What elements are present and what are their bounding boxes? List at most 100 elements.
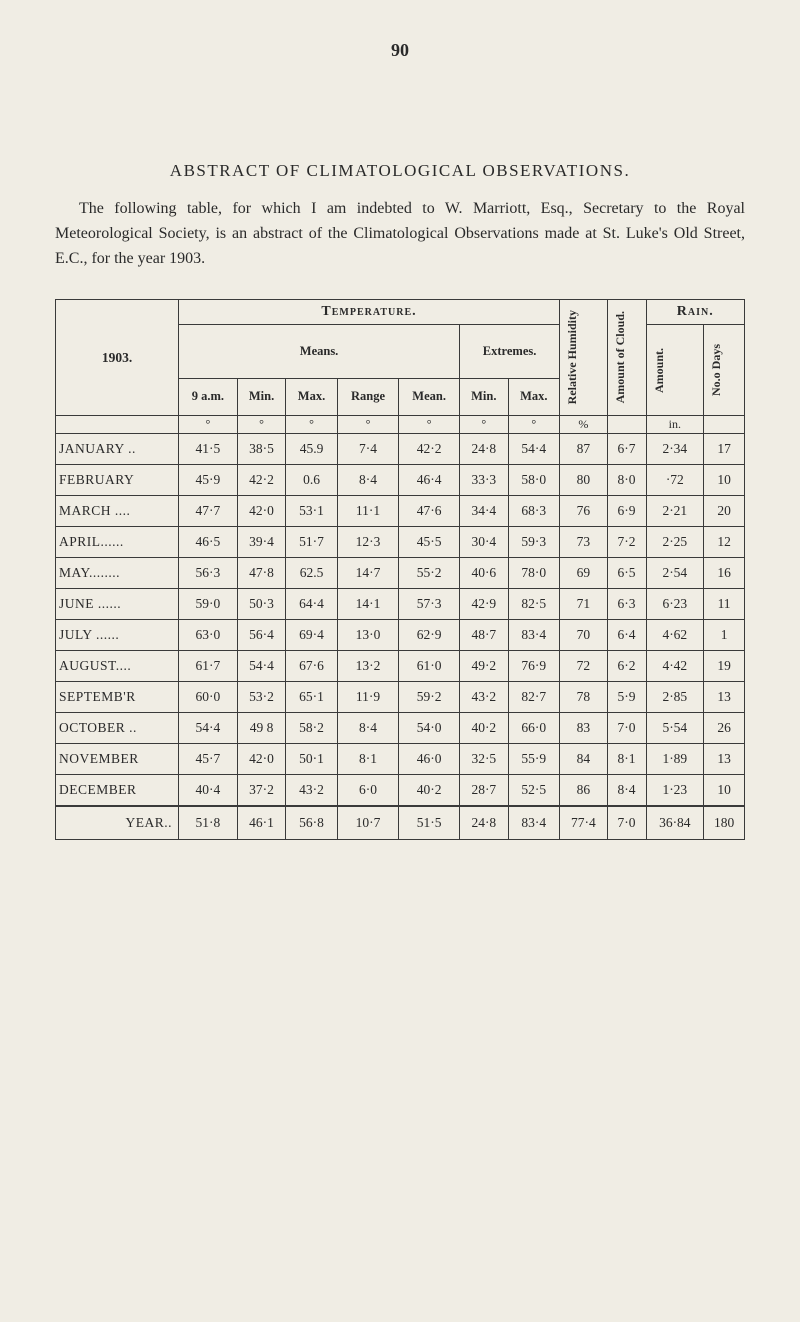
cell: 6·5 [607,557,646,588]
cell: 1 [704,619,745,650]
cell: 32·5 [460,743,508,774]
cell: 6·2 [607,650,646,681]
cell: 6·7 [607,433,646,464]
table-row: MAY........56·347·862.514·755·240·678·06… [56,557,745,588]
cell: 42·0 [237,743,285,774]
row-label: MAY........ [56,557,179,588]
document-page: 90 ABSTRACT OF CLIMATOLOGICAL OBSERVATIO… [0,0,800,870]
cell: 83·4 [508,619,560,650]
cell: 63·0 [179,619,238,650]
cell: 51·7 [286,526,338,557]
cell: 53·2 [237,681,285,712]
cell: 46·1 [237,806,285,840]
cell: 65·1 [286,681,338,712]
cell: 55·2 [399,557,460,588]
cell: 26 [704,712,745,743]
cell: 7·2 [607,526,646,557]
intro-paragraph: The following table, for which I am inde… [55,197,745,271]
cell: 46·4 [399,464,460,495]
cell: 6·0 [337,774,398,806]
cell: 40·2 [460,712,508,743]
cell: 82·5 [508,588,560,619]
cell: 10 [704,464,745,495]
row-label: SEPTEMB'R [56,681,179,712]
cell: 180 [704,806,745,840]
col-mean: Mean. [399,379,460,416]
rel-humidity-header: Relative Humidity [560,300,608,415]
cell: 40·2 [399,774,460,806]
cell: 57·3 [399,588,460,619]
cell: 71 [560,588,608,619]
year-row-label: YEAR.. [56,806,179,840]
cell: 83·4 [508,806,560,840]
cell: 8·4 [337,464,398,495]
cell: 73 [560,526,608,557]
cell: 80 [560,464,608,495]
cell: 36·84 [646,806,704,840]
cell: 0.6 [286,464,338,495]
cell: 11·9 [337,681,398,712]
cell: 4·62 [646,619,704,650]
cell: 47·8 [237,557,285,588]
table-row: OCTOBER ..54·449 858·28·454·040·266·0837… [56,712,745,743]
cell: 24·8 [460,806,508,840]
col-min: Min. [237,379,285,416]
cell: 56·3 [179,557,238,588]
temperature-header: Temperature. [179,300,560,325]
cell: 8·4 [337,712,398,743]
cell: 11 [704,588,745,619]
cell: 6·3 [607,588,646,619]
cell: 5·54 [646,712,704,743]
cell: 42·0 [237,495,285,526]
cell: 52·5 [508,774,560,806]
cell: 76·9 [508,650,560,681]
observations-table: 1903. Temperature. Relative Humidity Amo… [55,299,745,839]
row-label: AUGUST.... [56,650,179,681]
cell: 33·3 [460,464,508,495]
cell: 4·42 [646,650,704,681]
cell: 7·0 [607,712,646,743]
rain-header: Rain. [646,300,745,325]
cell: 47·6 [399,495,460,526]
cell: 83 [560,712,608,743]
cell: 82·7 [508,681,560,712]
cell: ·72 [646,464,704,495]
table-row: DECEMBER40·437·243·26·040·228·752·5868·4… [56,774,745,806]
cell: 49·2 [460,650,508,681]
cell: 2·34 [646,433,704,464]
cell: 13·0 [337,619,398,650]
row-label: JULY ...... [56,619,179,650]
cell: 6·4 [607,619,646,650]
year-row: YEAR..51·846·156·810·751·524·883·477·47·… [56,806,745,840]
document-title: ABSTRACT OF CLIMATOLOGICAL OBSERVATIONS. [55,161,745,181]
cell: 45·5 [399,526,460,557]
cell: 10 [704,774,745,806]
cell: 68·3 [508,495,560,526]
col-exmax: Max. [508,379,560,416]
cell: 14·7 [337,557,398,588]
cell: 69·4 [286,619,338,650]
means-header: Means. [179,325,460,379]
cell: 39·4 [237,526,285,557]
col-9am: 9 a.m. [179,379,238,416]
cell: 13 [704,743,745,774]
cell: 59·3 [508,526,560,557]
cell: 50·1 [286,743,338,774]
cell: 42·2 [237,464,285,495]
cell: 1·23 [646,774,704,806]
cell: 87 [560,433,608,464]
cell: 13 [704,681,745,712]
row-label: OCTOBER .. [56,712,179,743]
cell: 69 [560,557,608,588]
cell: 19 [704,650,745,681]
cell: 62·9 [399,619,460,650]
units-row: ° ° ° ° ° ° ° % in. [56,415,745,433]
amount-cloud-header: Amount of Cloud. [607,300,646,415]
rain-amount-header: Amount. [646,325,704,415]
cell: 45·9 [179,464,238,495]
cell: 7·4 [337,433,398,464]
row-label: NOVEMBER [56,743,179,774]
cell: 76 [560,495,608,526]
cell: 46·0 [399,743,460,774]
cell: 2·54 [646,557,704,588]
